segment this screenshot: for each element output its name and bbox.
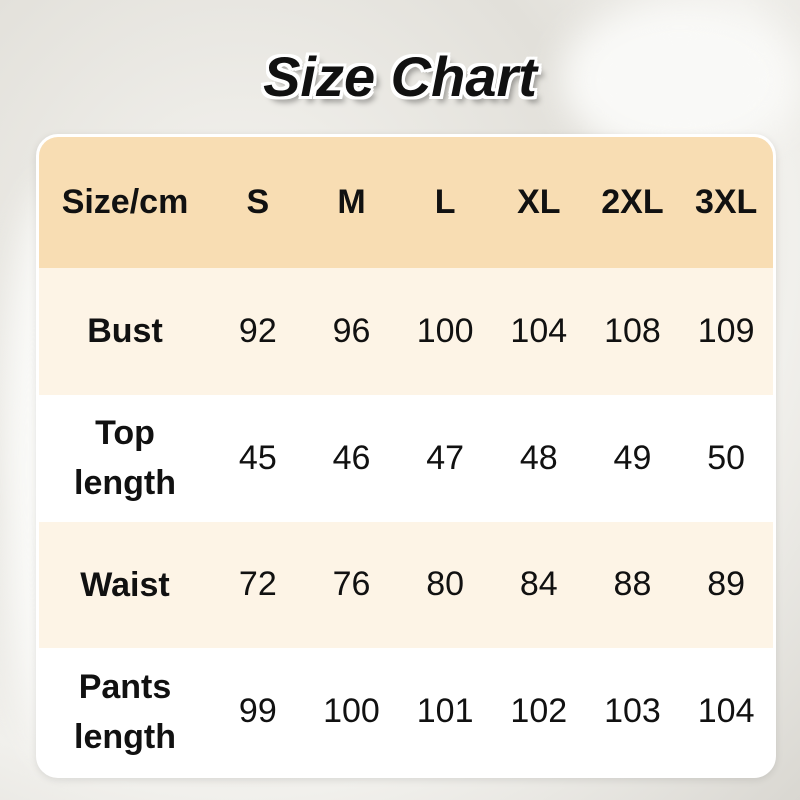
table-header-row: Size/cm S M L XL 2XL 3XL (39, 137, 773, 268)
table-row: Top length 45 46 47 48 49 50 (39, 394, 773, 522)
table-cell: 102 (491, 648, 586, 775)
table-row: Waist 72 76 80 84 88 89 (39, 521, 773, 649)
row-label: Waist (39, 521, 211, 649)
row-label: Top length (39, 394, 211, 522)
header-size: XL (491, 137, 586, 268)
table-cell: 109 (679, 268, 773, 395)
table-cell: 104 (491, 268, 586, 395)
header-size: 3XL (679, 137, 773, 268)
table-cell: 47 (398, 394, 492, 522)
page-title: Size Chart (263, 45, 537, 108)
table-cell: 108 (585, 268, 680, 395)
table-cell: 50 (679, 394, 773, 522)
table-cell: 100 (398, 268, 492, 395)
table-cell: 104 (679, 648, 773, 775)
table-cell: 48 (491, 394, 586, 522)
table-cell: 76 (304, 521, 399, 649)
header-size: M (304, 137, 399, 268)
header-size: 2XL (585, 137, 680, 268)
row-label: Pants length (39, 648, 211, 775)
table-cell: 84 (491, 521, 586, 649)
table-cell: 92 (211, 268, 305, 395)
header-size-cm: Size/cm (39, 137, 211, 268)
table-cell: 100 (304, 648, 399, 775)
table-cell: 99 (211, 648, 305, 775)
table-cell: 46 (304, 394, 399, 522)
size-chart-table: Size/cm S M L XL 2XL 3XL Bust 92 96 100 104 1… (36, 134, 776, 778)
table-cell: 89 (679, 521, 773, 649)
table-cell: 49 (585, 394, 680, 522)
table-cell: 88 (585, 521, 680, 649)
fabric-fold (560, 0, 800, 160)
table-cell: 72 (211, 521, 305, 649)
table-cell: 103 (585, 648, 680, 775)
table-cell: 96 (304, 268, 399, 395)
table-cell: 80 (398, 521, 492, 649)
table-row: Pants length 99 100 101 102 103 104 (39, 648, 773, 775)
table-cell: 45 (211, 394, 305, 522)
table-cell: 101 (398, 648, 492, 775)
header-size: L (398, 137, 492, 268)
row-label: Bust (39, 268, 211, 395)
header-size: S (211, 137, 305, 268)
table-row: Bust 92 96 100 104 108 109 (39, 268, 773, 395)
